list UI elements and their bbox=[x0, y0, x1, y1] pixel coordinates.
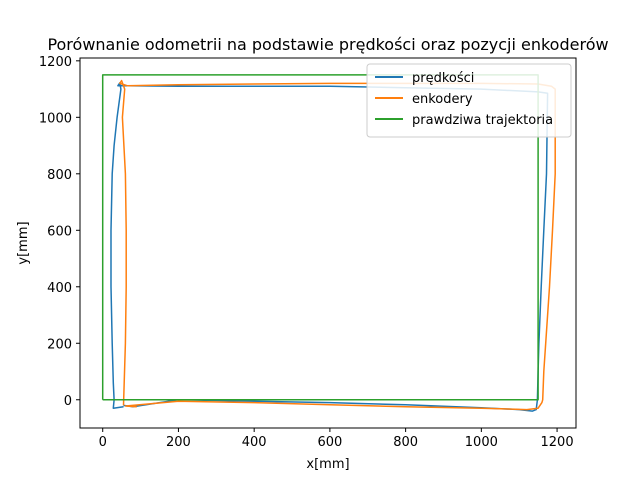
legend-label-2: prawdziwa trajektoria bbox=[412, 113, 553, 128]
y-tick-label-5: 1000 bbox=[39, 111, 72, 126]
y-tick-label-6: 1200 bbox=[39, 55, 72, 70]
x-tick-label-5: 1000 bbox=[465, 435, 498, 450]
x-tick-label-2: 400 bbox=[242, 435, 267, 450]
x-tick-label-0: 0 bbox=[99, 435, 107, 450]
y-tick-label-0: 0 bbox=[64, 394, 72, 409]
plot-frame bbox=[79, 57, 577, 429]
legend-label-1: enkodery bbox=[412, 92, 473, 107]
x-tick-label-3: 600 bbox=[317, 435, 342, 450]
legend: prędkości enkodery prawdziwa trajektoria bbox=[366, 63, 572, 138]
y-tick-label-3: 600 bbox=[47, 224, 72, 239]
y-axis: 0 200 400 600 800 1000 1200 bbox=[39, 55, 80, 409]
y-axis-label: y[mm] bbox=[16, 221, 31, 264]
x-tick-label-6: 1200 bbox=[541, 435, 574, 450]
legend-label-0: prędkości bbox=[412, 71, 474, 86]
x-tick-label-1: 200 bbox=[166, 435, 191, 450]
y-tick-label-4: 800 bbox=[47, 168, 72, 183]
x-tick-label-4: 800 bbox=[393, 435, 418, 450]
x-axis: 0 200 400 600 800 1000 1200 bbox=[99, 428, 574, 450]
y-tick-label-2: 400 bbox=[47, 281, 72, 296]
x-axis-label: x[mm] bbox=[306, 457, 349, 472]
y-tick-label-1: 200 bbox=[47, 337, 72, 352]
legend-box bbox=[366, 63, 572, 138]
chart-title: Porównanie odometrii na podstawie prędko… bbox=[47, 35, 608, 54]
